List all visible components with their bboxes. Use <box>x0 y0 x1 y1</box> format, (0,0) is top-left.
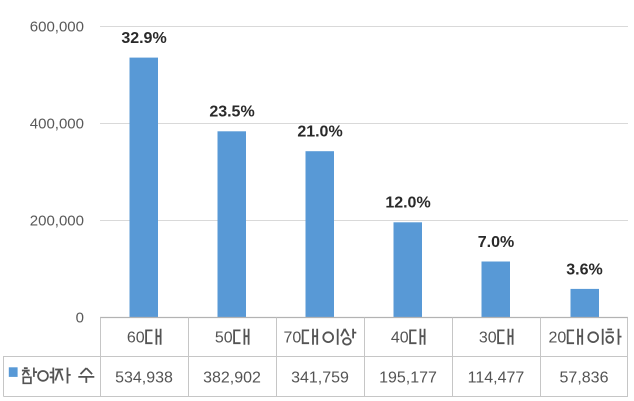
svg-text:70: 70 <box>284 329 302 346</box>
svg-text:12.0%: 12.0% <box>385 195 430 212</box>
svg-text:7.0%: 7.0% <box>478 234 514 251</box>
svg-text:20: 20 <box>549 329 567 346</box>
svg-text:23.5%: 23.5% <box>209 104 254 121</box>
svg-text:534,938: 534,938 <box>115 369 173 386</box>
svg-text:195,177: 195,177 <box>379 369 437 386</box>
svg-text:40: 40 <box>391 329 409 346</box>
svg-text:400,000: 400,000 <box>30 116 84 133</box>
svg-text:3.6%: 3.6% <box>566 261 602 278</box>
svg-text:30: 30 <box>479 329 497 346</box>
svg-text:60: 60 <box>127 329 145 346</box>
svg-text:114,477: 114,477 <box>468 369 525 386</box>
svg-text:600,000: 600,000 <box>30 19 84 36</box>
svg-text:57,836: 57,836 <box>560 369 609 386</box>
svg-text:21.0%: 21.0% <box>297 124 342 141</box>
svg-text:50: 50 <box>215 329 233 346</box>
svg-text:341,759: 341,759 <box>291 369 349 386</box>
svg-text:382,902: 382,902 <box>203 369 261 386</box>
svg-text:32.9%: 32.9% <box>121 30 166 47</box>
svg-text:0: 0 <box>76 310 84 327</box>
svg-text:200,000: 200,000 <box>30 213 84 230</box>
